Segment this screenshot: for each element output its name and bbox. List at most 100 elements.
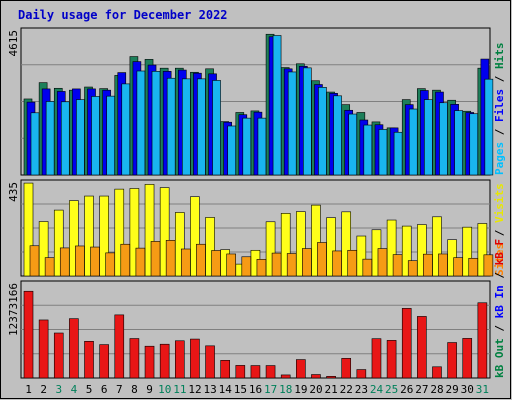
bar-hits-pages-day-17	[272, 35, 282, 176]
x-label-day-7: 7	[116, 383, 123, 396]
bar-hits-pages-day-19	[303, 67, 312, 176]
bar-visits-visits-day-17	[265, 221, 276, 277]
bar-kbytes-kb-f-day-14	[220, 360, 230, 379]
legend-item-hits: Hits	[493, 43, 506, 70]
bar-kbytes-kb-f-day-29	[447, 342, 457, 379]
bar-visits-visits-day-19	[296, 211, 306, 277]
bar-visits-sites-day-15	[241, 256, 252, 277]
bar-visits-sites-day-29	[453, 257, 463, 277]
bar-kbytes-kb-f-day-30	[462, 338, 473, 379]
bar-visits-sites-day-24	[377, 248, 388, 277]
legend-separator: /	[493, 122, 506, 142]
bar-visits-visits-day-3	[53, 209, 64, 277]
x-label-day-31: 31	[476, 383, 489, 396]
x-label-day-1: 1	[25, 383, 32, 396]
bar-kbytes-kb-f-day-20	[311, 374, 321, 379]
bar-visits-sites-day-18	[286, 253, 297, 277]
bar-visits-sites-day-5	[90, 246, 100, 277]
bar-kbytes-kb-f-day-12	[190, 338, 200, 379]
bar-kbytes-kb-f-day-24	[371, 338, 382, 379]
x-label-day-18: 18	[279, 383, 292, 396]
x-label-day-29: 29	[446, 383, 459, 396]
panel-hits: 4615 Pages / Files / Hits	[7, 27, 506, 176]
bar-visits-sites-day-17	[271, 252, 282, 277]
legend-item-kb-out: kB Out	[493, 338, 506, 378]
bar-visits-visits-day-28	[432, 216, 442, 277]
bar-visits-sites-day-4	[75, 245, 85, 277]
bar-kbytes-kb-f-day-26	[401, 308, 412, 379]
bar-hits-pages-day-1	[30, 112, 40, 176]
legend-item-files: Files	[493, 89, 506, 122]
legend-kbytes: kB Out / kB In / kB F	[493, 239, 506, 378]
bar-hits-pages-day-24	[378, 129, 388, 176]
legend-separator: /	[493, 69, 506, 89]
bar-kbytes-kb-f-day-10	[159, 343, 170, 379]
bar-kbytes-kb-f-day-19	[296, 359, 306, 379]
bar-hits-pages-day-6	[106, 95, 115, 176]
bar-visits-sites-day-2	[44, 257, 55, 277]
bar-visits-sites-day-14	[226, 253, 236, 277]
x-label-day-15: 15	[234, 383, 247, 396]
bar-visits-sites-day-6	[105, 252, 115, 277]
x-label-day-2: 2	[40, 383, 47, 396]
x-label-day-28: 28	[430, 383, 443, 396]
bar-hits-pages-day-30	[469, 113, 479, 176]
bar-visits-visits-day-26	[401, 225, 412, 277]
bar-hits-pages-day-2	[45, 101, 55, 176]
bar-hits-pages-day-16	[257, 117, 267, 176]
bar-hits-pages-day-8	[136, 70, 146, 176]
legend-separator: /	[493, 318, 506, 338]
x-label-day-16: 16	[249, 383, 262, 396]
x-label-day-20: 20	[309, 383, 322, 396]
bar-visits-sites-day-11	[180, 248, 191, 277]
bar-hits-pages-day-12	[197, 78, 206, 176]
panel-visits: 435 Sites / Visits	[7, 179, 506, 277]
y-max-label-kbytes: 12373166	[7, 283, 20, 336]
bar-kbytes-kb-f-day-27	[417, 316, 427, 379]
legend-visits: Sites / Visits	[493, 183, 506, 276]
bar-kbytes-kb-f-day-17	[265, 365, 276, 379]
bar-hits-pages-day-11	[181, 78, 191, 176]
y-max-label-hits: 4615	[7, 30, 20, 57]
bar-visits-visits-day-18	[280, 213, 291, 277]
bar-kbytes-kb-f-day-9	[144, 345, 155, 379]
x-label-day-4: 4	[71, 383, 78, 396]
legend-item-sites: Sites	[493, 243, 506, 276]
legend-item-kb-in: kB In	[493, 285, 506, 318]
bar-kbytes-kb-f-day-22	[341, 358, 352, 379]
bar-visits-sites-day-31	[483, 254, 494, 277]
bar-kbytes-kb-f-day-18	[280, 374, 291, 379]
x-label-day-13: 13	[203, 383, 216, 396]
bar-visits-sites-day-21	[332, 250, 342, 277]
bar-hits-pages-day-22	[348, 113, 358, 176]
bar-kbytes-kb-f-day-2	[38, 319, 49, 379]
bar-kbytes-kb-f-day-5	[84, 340, 94, 379]
x-label-day-25: 25	[385, 383, 398, 396]
legend-separator: /	[493, 265, 506, 285]
bar-hits-pages-day-29	[454, 110, 463, 176]
bar-kbytes-kb-f-day-7	[114, 314, 125, 379]
bar-kbytes-kb-f-day-21	[326, 376, 336, 379]
bar-hits-pages-day-20	[318, 87, 327, 176]
bar-visits-sites-day-12	[196, 243, 206, 277]
bar-visits-visits-day-10	[159, 187, 170, 277]
bar-kbytes-kb-f-day-31	[477, 302, 488, 379]
bar-visits-visits-day-6	[99, 195, 109, 277]
x-label-day-30: 30	[461, 383, 474, 396]
x-label-day-21: 21	[325, 383, 338, 396]
x-label-day-23: 23	[355, 383, 368, 396]
bar-kbytes-kb-f-day-4	[69, 318, 79, 379]
bar-visits-sites-day-22	[347, 249, 358, 277]
bar-visits-visits-day-31	[477, 223, 488, 277]
bar-hits-pages-day-15	[242, 117, 252, 176]
bar-hits-pages-day-31	[484, 78, 494, 176]
bar-hits-pages-day-13	[212, 80, 221, 176]
x-label-day-26: 26	[400, 383, 413, 396]
bar-kbytes-kb-f-day-16	[250, 365, 261, 379]
bar-hits-pages-day-18	[287, 71, 297, 176]
x-label-day-12: 12	[188, 383, 201, 396]
bar-visits-sites-day-23	[362, 258, 373, 277]
x-label-day-14: 14	[219, 383, 233, 396]
bar-hits-pages-day-21	[333, 95, 342, 176]
